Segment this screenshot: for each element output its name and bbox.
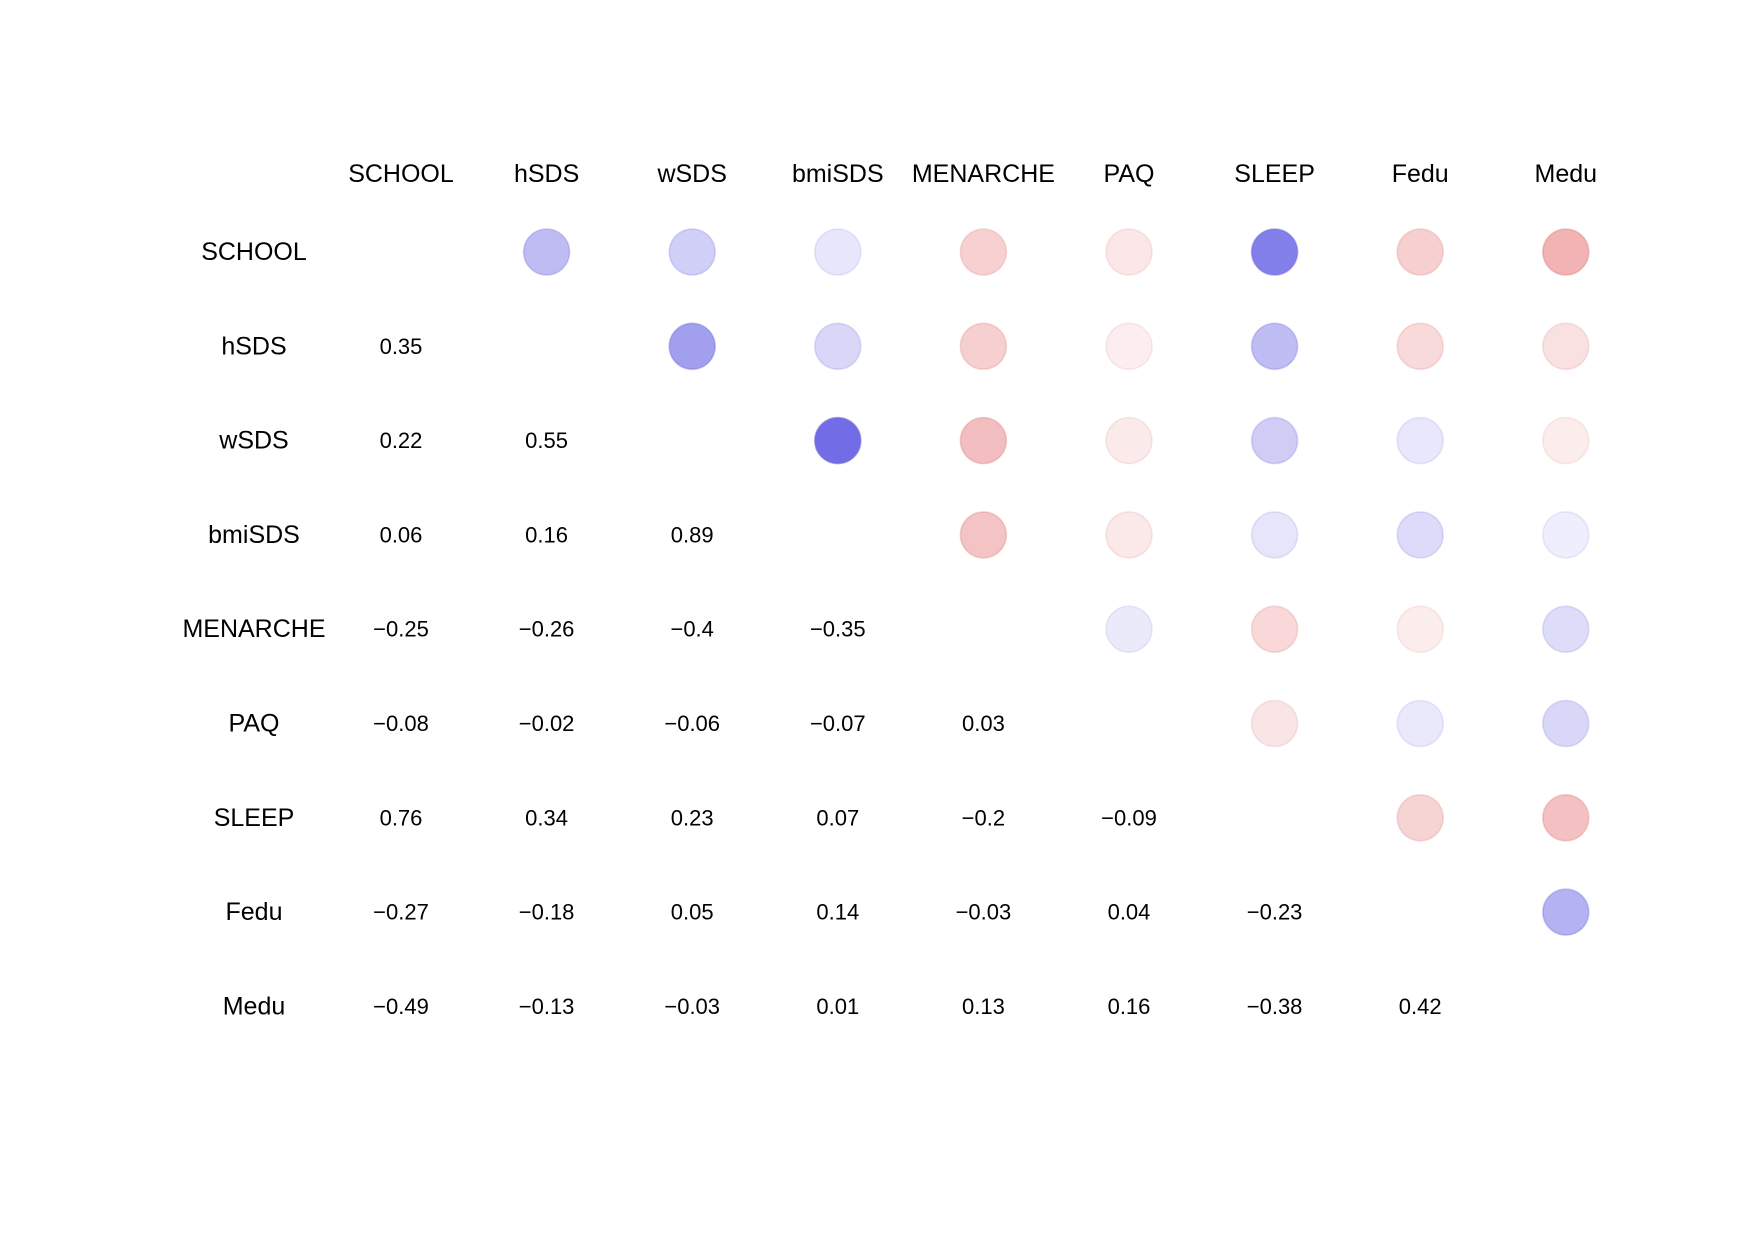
corr-circle-wsds-sleep	[1250, 416, 1299, 465]
row-label-bmisds: bmiSDS	[208, 521, 300, 549]
corr-value-medu-sleep: −0.38	[1247, 994, 1303, 1019]
corr-circle-wsds-fedu	[1396, 416, 1444, 465]
corr-value-menarche-wsds: −0.4	[670, 617, 713, 642]
correlation-circles	[522, 228, 1590, 936]
column-labels: SCHOOL hSDS wSDS bmiSDS MENARCHE PAQ SLEEP Fedu…	[348, 160, 1597, 188]
corr-circle-menarche-fedu	[1396, 605, 1444, 654]
corr-circle-menarche-medu	[1542, 605, 1590, 654]
corr-circle-school-sleep	[1250, 228, 1299, 276]
corr-value-sleep-paq: −0.09	[1101, 805, 1157, 830]
corr-value-menarche-hsds: −0.26	[519, 617, 575, 642]
corr-value-fedu-paq: 0.04	[1108, 900, 1151, 925]
corr-value-medu-wsds: −0.03	[664, 994, 720, 1019]
row-label-paq: PAQ	[229, 710, 280, 738]
column-label-fedu: Fedu	[1392, 160, 1449, 188]
corr-value-fedu-hsds: −0.18	[519, 900, 575, 925]
column-label-medu: Medu	[1535, 160, 1598, 188]
corr-value-fedu-school: −0.27	[373, 900, 429, 925]
corr-circle-fedu-medu	[1542, 888, 1590, 936]
corr-circle-hsds-paq	[1105, 322, 1153, 371]
corr-value-paq-menarche: 0.03	[962, 711, 1005, 736]
row-label-wsds: wSDS	[218, 427, 288, 455]
corr-circle-wsds-bmisds	[813, 416, 862, 465]
corr-circle-bmisds-fedu	[1396, 511, 1444, 559]
row-label-medu: Medu	[223, 992, 286, 1020]
corr-value-sleep-hsds: 0.34	[525, 805, 568, 830]
corr-value-paq-bmisds: −0.07	[810, 711, 866, 736]
column-label-school: SCHOOL	[348, 160, 454, 188]
corr-circle-school-wsds	[668, 228, 717, 276]
row-label-hsds: hSDS	[221, 332, 286, 360]
column-label-bmisds: bmiSDS	[792, 160, 884, 188]
row-labels: SCHOOL hSDS wSDS bmiSDS MENARCHE PAQ SLEEP Fedu…	[182, 238, 325, 1020]
corr-circle-bmisds-medu	[1542, 511, 1590, 559]
corr-circle-hsds-fedu	[1396, 322, 1444, 371]
corr-value-paq-wsds: −0.06	[664, 711, 720, 736]
corr-circle-hsds-bmisds	[813, 322, 862, 371]
corr-value-sleep-wsds: 0.23	[671, 805, 714, 830]
column-label-hsds: hSDS	[514, 160, 579, 188]
corr-value-medu-paq: 0.16	[1108, 994, 1151, 1019]
corr-value-sleep-bmisds: 0.07	[816, 805, 859, 830]
corr-circle-wsds-menarche	[959, 416, 1008, 465]
corr-value-fedu-bmisds: 0.14	[816, 900, 859, 925]
corr-value-fedu-wsds: 0.05	[671, 900, 714, 925]
corr-value-menarche-school: −0.25	[373, 617, 429, 642]
row-label-menarche: MENARCHE	[182, 615, 325, 643]
corr-circle-school-medu	[1542, 228, 1590, 276]
corr-value-sleep-school: 0.76	[380, 805, 423, 830]
corr-circle-paq-fedu	[1396, 699, 1444, 748]
corr-circle-sleep-fedu	[1396, 793, 1444, 842]
column-label-wsds: wSDS	[656, 160, 726, 188]
corr-value-bmisds-hsds: 0.16	[525, 522, 568, 547]
column-label-sleep: SLEEP	[1234, 160, 1315, 188]
corr-value-paq-hsds: −0.02	[519, 711, 575, 736]
corr-circle-wsds-medu	[1542, 416, 1590, 465]
corr-circle-paq-sleep	[1250, 699, 1299, 748]
corr-value-fedu-menarche: −0.03	[956, 900, 1012, 925]
corr-value-wsds-school: 0.22	[380, 428, 423, 453]
corr-value-paq-school: −0.08	[373, 711, 429, 736]
corr-value-hsds-school: 0.35	[380, 334, 423, 359]
row-label-school: SCHOOL	[201, 238, 307, 266]
corr-circle-sleep-medu	[1542, 793, 1590, 842]
row-label-sleep: SLEEP	[214, 804, 295, 832]
corr-value-medu-menarche: 0.13	[962, 994, 1005, 1019]
corr-circle-menarche-sleep	[1250, 605, 1299, 654]
corr-value-medu-school: −0.49	[373, 994, 429, 1019]
corr-value-medu-bmisds: 0.01	[816, 994, 859, 1019]
corr-circle-paq-medu	[1542, 699, 1590, 748]
corr-value-medu-hsds: −0.13	[519, 994, 575, 1019]
corr-circle-school-paq	[1105, 228, 1153, 276]
corr-value-medu-fedu: 0.42	[1399, 994, 1442, 1019]
corr-circle-school-menarche	[959, 228, 1008, 276]
corr-circle-bmisds-paq	[1105, 511, 1153, 559]
column-label-menarche: MENARCHE	[912, 160, 1055, 188]
corr-circle-school-fedu	[1396, 228, 1444, 276]
corr-circle-hsds-menarche	[959, 322, 1008, 371]
corr-value-bmisds-wsds: 0.89	[671, 522, 714, 547]
column-label-paq: PAQ	[1104, 160, 1155, 188]
corr-circle-wsds-paq	[1105, 416, 1153, 465]
corr-circle-hsds-wsds	[668, 322, 717, 371]
corr-circle-bmisds-sleep	[1250, 511, 1299, 559]
correlation-values: 0.35 0.22 0.55 0.06 0.16 0.89 −0.25 −0.26 −0.4 −0…	[373, 334, 1441, 1019]
corr-circle-school-hsds	[522, 228, 571, 276]
corr-circle-hsds-medu	[1542, 322, 1590, 371]
corr-value-menarche-bmisds: −0.35	[810, 617, 866, 642]
corr-circle-hsds-sleep	[1250, 322, 1299, 371]
corr-value-fedu-sleep: −0.23	[1247, 900, 1303, 925]
row-label-fedu: Fedu	[226, 898, 283, 926]
corr-circle-school-bmisds	[813, 228, 862, 276]
corr-value-sleep-menarche: −0.2	[962, 805, 1005, 830]
corr-circle-bmisds-menarche	[959, 511, 1008, 559]
corr-value-wsds-hsds: 0.55	[525, 428, 568, 453]
corr-circle-menarche-paq	[1105, 605, 1153, 654]
corr-value-bmisds-school: 0.06	[380, 522, 423, 547]
